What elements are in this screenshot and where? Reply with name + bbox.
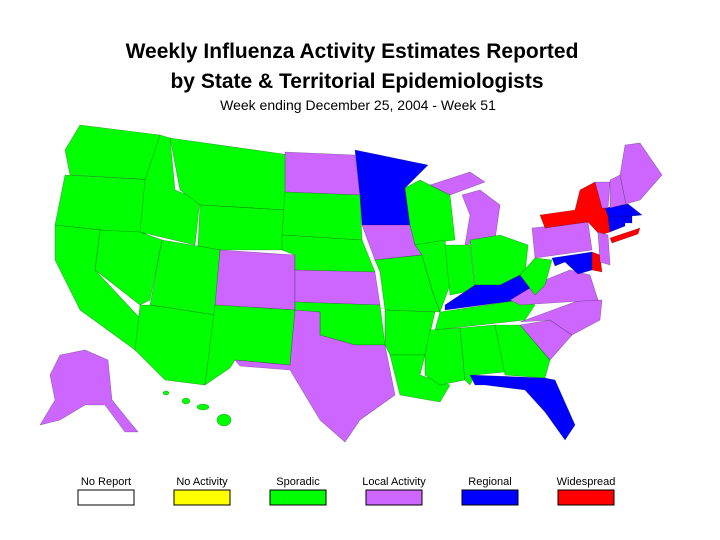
state [294, 269, 381, 306]
legend-label: Regional [468, 476, 511, 488]
state [607, 215, 626, 233]
state [149, 239, 221, 316]
legend-swatch [77, 489, 135, 506]
state [181, 397, 191, 405]
state [162, 390, 170, 396]
state [197, 204, 286, 251]
state [597, 231, 611, 266]
state [591, 251, 603, 273]
state [594, 181, 611, 209]
state [494, 324, 551, 379]
legend-swatch [557, 489, 615, 506]
title: by State & Territorial Epidemiologists [170, 70, 543, 93]
state [424, 327, 466, 386]
state [139, 134, 201, 246]
legend-label: Widespread [557, 476, 616, 488]
state [196, 403, 210, 411]
legend-label: No Activity [176, 476, 228, 488]
state [234, 309, 396, 443]
state [134, 304, 216, 386]
state [204, 304, 296, 386]
legend-swatch [173, 489, 231, 506]
state [216, 413, 232, 427]
state [54, 174, 156, 236]
state [444, 244, 476, 296]
title: Weekly Influenza Activity Estimates Repo… [126, 40, 579, 63]
state [619, 142, 663, 205]
legend-label: Local Activity [362, 476, 426, 488]
state [389, 354, 451, 403]
state [469, 374, 576, 441]
state [624, 215, 633, 224]
state [519, 257, 553, 296]
legend-swatch [365, 489, 423, 506]
state [281, 191, 363, 241]
state [531, 221, 593, 259]
state [609, 227, 641, 244]
legend-swatch [461, 489, 519, 506]
state [604, 203, 643, 217]
legend: No Report No Activity Sporadic Local Activi… [77, 476, 616, 506]
state [64, 124, 161, 181]
subtitle: Week ending December 25, 2004 - Week 51 [220, 97, 496, 113]
state [39, 349, 139, 433]
state [214, 249, 296, 311]
state [284, 151, 361, 196]
us-map [39, 124, 663, 443]
legend-label: Sporadic [276, 476, 320, 488]
state [434, 299, 536, 331]
state [404, 179, 456, 246]
legend-label: No Report [81, 476, 131, 488]
state [429, 171, 486, 196]
state [281, 234, 376, 273]
legend-swatch [269, 489, 327, 506]
